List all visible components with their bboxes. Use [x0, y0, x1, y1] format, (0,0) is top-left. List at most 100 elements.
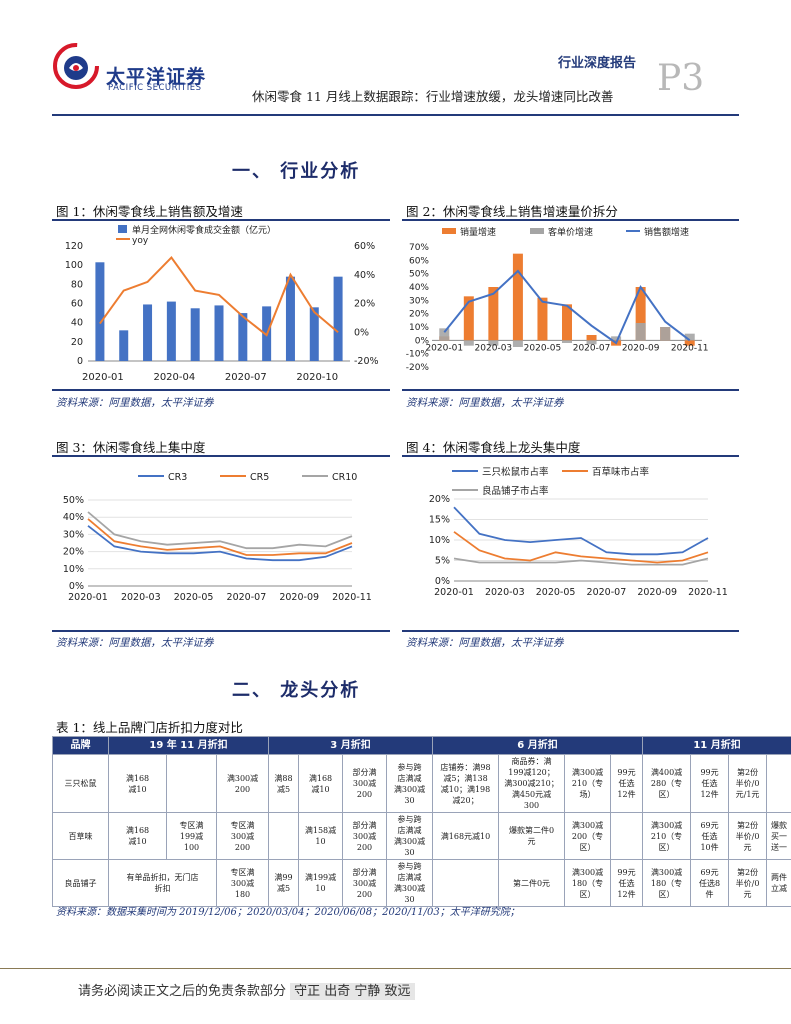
table-cell: 部分满 300减 200: [342, 754, 387, 813]
bar-price-2020-03: [488, 340, 499, 346]
bar-sales-2020-09: [285, 276, 295, 361]
table-cell: 满168 减10: [108, 812, 167, 860]
line-3: [453, 557, 709, 566]
table-cell: [610, 812, 644, 860]
report-title: 休闲零食 11 月线上数据跟踪：行业增速放缓，龙头增速同比改善: [252, 89, 614, 104]
legend-label-3: 良品铺子市占率: [482, 485, 549, 497]
y-axis-tick-label: 15%: [429, 515, 450, 526]
table-cell: 第二件0元: [498, 859, 566, 907]
x-axis-tick-label: 2020-11: [332, 592, 372, 603]
figure-4-bottom-rule: [402, 630, 739, 632]
y-axis-tick-label: 0%: [69, 581, 84, 592]
y-axis-left-tick-label: 20: [71, 337, 83, 348]
x-axis-tick-label: 2020-07: [587, 587, 627, 598]
legend-price-swatch: [530, 228, 544, 234]
table-cell: 参与跨 店满减 满300减 30: [385, 754, 434, 813]
table-cell: 满158减 10: [298, 812, 343, 860]
table-cell: 第2份 半价/0 元: [728, 859, 768, 907]
y-axis-tick-label: 10%: [63, 564, 84, 575]
section-heading-leaders: 二、 龙头分析: [232, 680, 361, 701]
bar-volume-2020-05: [537, 297, 548, 341]
y-axis-tick-label: 0%: [435, 576, 450, 587]
figure-2-chart: 70% 60% 50% 40% 30% 20% 10% 0% -10% -20% 2020-01 20…: [406, 226, 709, 373]
bar-sales-2020-04: [166, 301, 176, 361]
legend-label-1: 三只松鼠市占率: [482, 466, 549, 478]
x-axis-tick-label: 2020-05: [174, 592, 214, 603]
x-axis-tick-label: 2020-05: [536, 587, 576, 598]
bar-volume-2020-04: [512, 253, 523, 341]
table-cell: 部分满 300减 200: [342, 859, 387, 907]
figure-2-title-rule: [402, 219, 739, 221]
x-axis-tick-label: 2020-01: [434, 587, 474, 598]
header-mar: 3 月折扣: [267, 736, 434, 755]
x-axis-tick-label: 2020-10: [296, 372, 338, 383]
table-cell: 满168 减10: [108, 754, 167, 813]
table-cell: [432, 859, 500, 907]
page-number: P3: [657, 58, 705, 99]
y-axis-tick-label: 30%: [63, 529, 84, 540]
y-axis-tick-label: 50%: [409, 270, 429, 280]
x-axis-tick-label: 2020-03: [485, 587, 525, 598]
y-axis-left-tick-label: 60: [71, 299, 83, 310]
table-cell: 有单品折扣，无门店 折扣: [108, 859, 217, 907]
bar-volume-2020-03: [488, 287, 499, 341]
bar-sales-2020-10: [309, 307, 319, 361]
header-brand: 品牌: [52, 736, 109, 755]
x-axis-tick-label: 2020-03: [121, 592, 161, 603]
table-cell: 99元 任选 12件: [610, 859, 644, 907]
table-cell: 满300减 180（专 区）: [642, 859, 692, 907]
x-axis-tick-label: 2020-09: [622, 343, 660, 353]
table-cell: 满300减 200: [216, 754, 269, 813]
figure-1-source: 资料来源：阿里数据，太平洋证券: [56, 397, 214, 409]
y-axis-tick-label: 0%: [415, 336, 430, 346]
legend-label-3: CR10: [332, 472, 357, 483]
x-axis-tick-label: 2020-01: [68, 592, 108, 603]
header-nov: 11 月折扣: [642, 736, 791, 755]
table-cell: 满400减 280（专 区）: [642, 754, 692, 813]
figure-2-source: 资料来源：阿里数据，太平洋证券: [406, 397, 564, 409]
table-cell: 满168元减10: [432, 812, 500, 860]
x-axis-tick-label: 2020-07: [227, 592, 267, 603]
line-1: [453, 506, 709, 556]
logo-english-name: PACIFIC SECURITIES: [108, 83, 202, 93]
y-axis-right-tick-label: 60%: [354, 241, 375, 252]
bar-price-2020-08: [611, 336, 622, 341]
bar-volume-2020-09: [635, 287, 646, 341]
table-cell: 99元 任选 12件: [690, 754, 730, 813]
table-row: 良品铺子 有单品折扣，无门店 折扣 专区满 300减 180 满99 减5 满199减 10 部分满…: [52, 859, 791, 907]
y-axis-tick-label: 5%: [435, 556, 450, 567]
table-cell: 满300减 200（专 区）: [564, 812, 612, 860]
table-row: 百草味 满168 减10 专区满 199减 100 专区满 300减 200 满158减 10 部分满…: [52, 812, 791, 860]
table-cell: 满99 减5: [268, 859, 299, 907]
bar-price-2020-02: [463, 340, 474, 346]
y-axis-tick-label: 20%: [63, 547, 84, 558]
y-axis-tick-label: 40%: [63, 512, 84, 523]
y-axis-tick-label: 50%: [63, 495, 84, 506]
y-axis-tick-label: 10%: [429, 535, 450, 546]
legend-price-label: 客单价增速: [548, 226, 593, 238]
line-1: [87, 525, 353, 562]
pacific-securities-logo-icon: [53, 43, 99, 89]
x-axis-tick-label: 2020-05: [524, 343, 562, 353]
x-axis-tick-label: 2020-11: [671, 343, 709, 353]
table-row: 三只松鼠 满168 减10 满300减 200 满88 减5 满168 减10 部分满 300减 20…: [52, 754, 791, 813]
figure-3-source: 资料来源：阿里数据，太平洋证券: [56, 637, 214, 649]
legend-sales-label: 单月全网休闲零食成交金额（亿元）: [132, 224, 276, 236]
y-axis-right-tick-label: 40%: [354, 270, 375, 281]
figure-4-title: 图 4：休闲零食线上龙头集中度: [406, 440, 581, 455]
footer: 请务必阅读正文之后的免责条款部分 守正 出奇 宁静 致远: [78, 980, 415, 1000]
logo-chinese-name: 太平洋证券: [106, 66, 207, 88]
section-heading-industry: 一、 行业分析: [232, 161, 361, 182]
y-axis-left-tick-label: 40: [71, 318, 83, 329]
header-nov-2019: 19 年 11 月折扣: [108, 736, 269, 755]
figure-1-title-rule: [52, 219, 390, 221]
y-axis-tick-label: -20%: [406, 363, 430, 373]
table-cell: 商品券：满 199减120； 满300减210； 满450元减 300: [498, 754, 566, 813]
table-cell: [766, 754, 791, 813]
figure-3-title: 图 3：休闲零食线上集中度: [56, 440, 206, 455]
line-3: [87, 511, 353, 550]
table-cell: 第2份 半价/0 元: [728, 812, 768, 860]
figure-3-title-rule: [52, 455, 390, 457]
table-cell: 参与跨 店满减 满300减 30: [385, 812, 434, 860]
table-cell-brand: 百草味: [52, 812, 109, 860]
